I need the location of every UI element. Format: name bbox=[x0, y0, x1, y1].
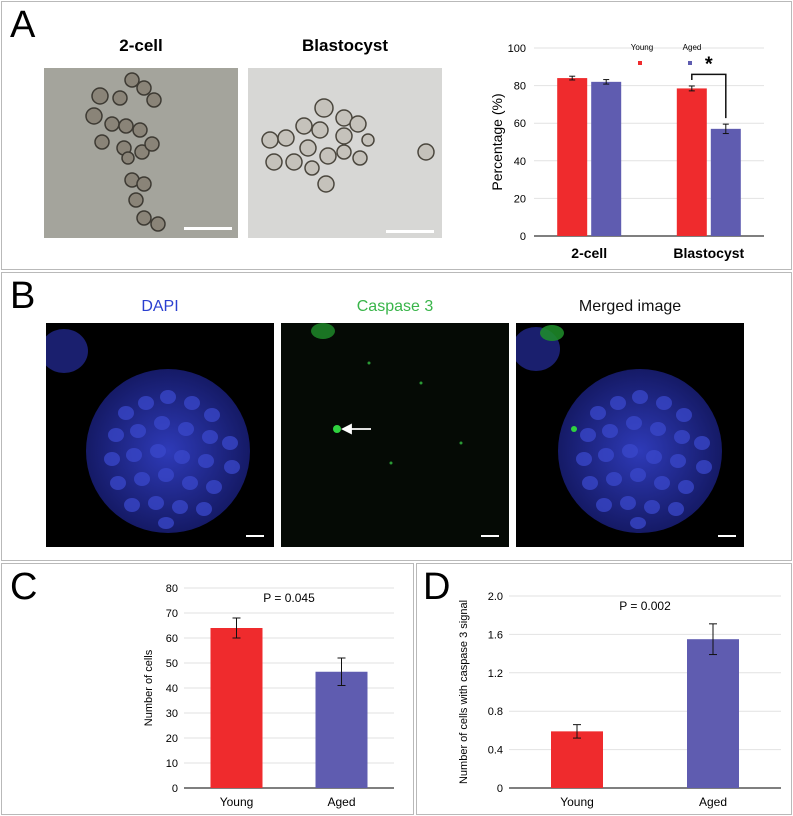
panel-d: D 0 0.4 0.8 1.2 1.6 2.0 Number of cells with c… bbox=[416, 563, 792, 815]
panel-c: C 0 10 20 30 40 50 60 70 80 Number of cells Young A… bbox=[1, 563, 414, 815]
y-tick-label: 60 bbox=[514, 118, 526, 130]
chart-d: 0 0.4 0.8 1.2 1.6 2.0 Number of cells with cas… bbox=[458, 591, 781, 809]
caspase-signal bbox=[311, 323, 463, 465]
panel-c-label: C bbox=[10, 566, 38, 608]
y-tick-label: 40 bbox=[514, 156, 526, 168]
chart-a: 0 20 40 60 80 100 Percentage (%) 2-cell Blastocy… bbox=[489, 43, 764, 261]
blastocyst-embryos bbox=[261, 98, 435, 193]
y-tick-label: 20 bbox=[166, 733, 178, 745]
y-tick-label: 0 bbox=[497, 783, 503, 795]
y-tick-label: 10 bbox=[166, 758, 178, 770]
dapi-image bbox=[46, 323, 274, 547]
panel-b: B DAPI Caspase 3 Merged image bbox=[1, 272, 792, 561]
legend-swatch bbox=[688, 61, 692, 65]
dapi-nuclei bbox=[46, 329, 250, 533]
y-tick-label: 60 bbox=[166, 633, 178, 645]
y-tick-label: 0 bbox=[172, 783, 178, 795]
y-axis-label: Percentage (%) bbox=[489, 93, 505, 190]
bar bbox=[710, 128, 741, 236]
y-tick-label: 50 bbox=[166, 658, 178, 670]
significance-star: * bbox=[705, 53, 713, 75]
bar bbox=[315, 671, 368, 788]
panel-a-label: A bbox=[10, 4, 36, 46]
p-value: P = 0.045 bbox=[263, 591, 315, 605]
bar bbox=[210, 628, 263, 788]
bar bbox=[591, 81, 622, 236]
blastocyst-title: Blastocyst bbox=[302, 36, 388, 55]
x-tick-label: Young bbox=[560, 795, 594, 809]
x-tick-label: 2-cell bbox=[571, 245, 607, 261]
merged-image bbox=[516, 323, 744, 547]
scale-bar bbox=[718, 535, 736, 537]
dapi-title: DAPI bbox=[141, 298, 179, 315]
y-tick-label: 2.0 bbox=[488, 591, 503, 603]
x-tick-label: Young bbox=[220, 795, 254, 809]
scale-bar bbox=[246, 535, 264, 537]
y-tick-label: 1.2 bbox=[488, 668, 503, 680]
x-tick-label: Aged bbox=[327, 795, 355, 809]
y-tick-label: 100 bbox=[508, 43, 526, 55]
legend-label: Young bbox=[631, 43, 653, 52]
caspase-title: Caspase 3 bbox=[356, 298, 434, 315]
panel-b-label: B bbox=[10, 275, 36, 317]
legend-label: Aged bbox=[683, 43, 702, 52]
two-cell-embryos bbox=[85, 72, 166, 232]
blastocyst-micrograph bbox=[248, 68, 442, 238]
y-tick-label: 0.8 bbox=[488, 706, 503, 718]
y-tick-label: 0 bbox=[520, 231, 526, 243]
y-tick-label: 80 bbox=[514, 81, 526, 93]
arrow-icon bbox=[340, 423, 371, 435]
bar bbox=[557, 78, 588, 236]
scale-bar bbox=[386, 230, 434, 233]
y-tick-label: 30 bbox=[166, 708, 178, 720]
significance-bracket bbox=[691, 73, 727, 119]
y-tick-label: 40 bbox=[166, 683, 178, 695]
bar bbox=[676, 88, 707, 236]
two-cell-title: 2-cell bbox=[119, 36, 163, 55]
x-tick-label: Aged bbox=[699, 795, 727, 809]
legend-swatch bbox=[638, 61, 642, 65]
merged-title: Merged image bbox=[578, 298, 682, 315]
p-value: P = 0.002 bbox=[619, 599, 671, 613]
y-axis-label: Number of cells with caspase 3 signal bbox=[458, 600, 470, 784]
bar bbox=[687, 639, 739, 788]
panel-a: A 2-cell Blastocyst bbox=[1, 1, 792, 270]
panel-d-label: D bbox=[423, 566, 451, 608]
chart-c: 0 10 20 30 40 50 60 70 80 Number of cells Young Age… bbox=[143, 583, 394, 809]
y-tick-label: 0.4 bbox=[488, 745, 503, 757]
bar bbox=[551, 731, 603, 788]
merged-nuclei bbox=[516, 325, 722, 533]
y-tick-label: 20 bbox=[514, 193, 526, 205]
two-cell-micrograph bbox=[44, 68, 238, 238]
y-tick-label: 70 bbox=[166, 608, 178, 620]
scale-bar bbox=[481, 535, 499, 537]
y-tick-label: 80 bbox=[166, 583, 178, 595]
y-axis-label: Number of cells bbox=[143, 649, 155, 726]
scale-bar bbox=[184, 227, 232, 230]
x-tick-label: Blastocyst bbox=[673, 245, 744, 261]
y-tick-label: 1.6 bbox=[488, 629, 503, 641]
caspase-image bbox=[281, 323, 509, 547]
